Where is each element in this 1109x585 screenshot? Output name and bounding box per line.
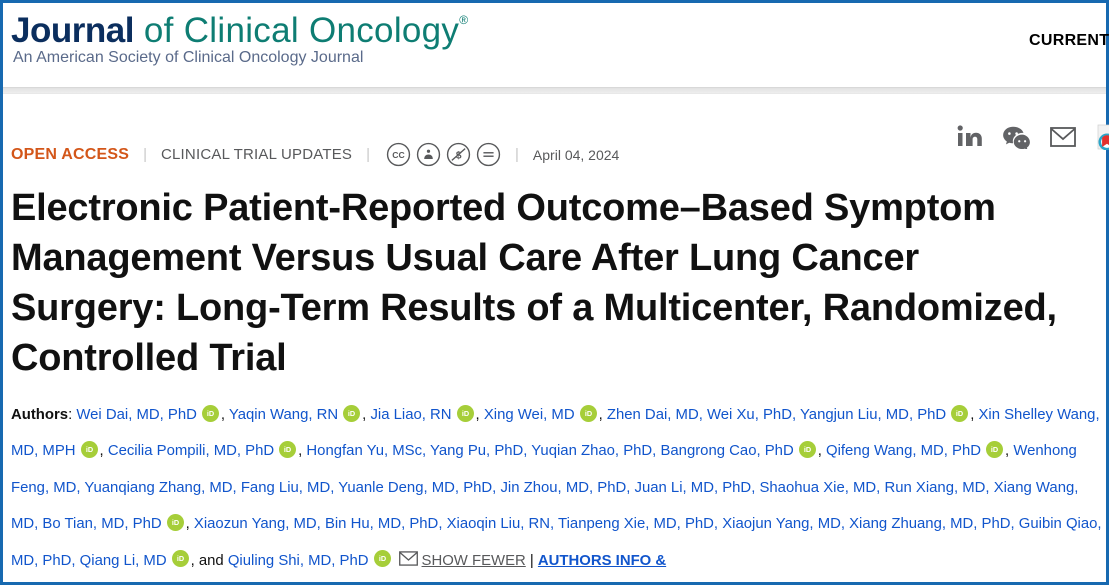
svg-text:iD: iD [461,409,468,418]
svg-text:iD: iD [284,445,291,454]
svg-text:iD: iD [171,518,178,527]
svg-text:iD: iD [348,409,355,418]
svg-text:iD: iD [378,554,385,563]
svg-text:iD: iD [176,554,183,563]
svg-text:iD: iD [207,409,214,418]
svg-text:iD: iD [85,445,92,454]
svg-text:iD: iD [584,409,591,418]
svg-text:iD: iD [991,445,998,454]
svg-text:iD: iD [804,445,811,454]
svg-text:CC: CC [392,150,404,160]
svg-text:iD: iD [956,409,963,418]
